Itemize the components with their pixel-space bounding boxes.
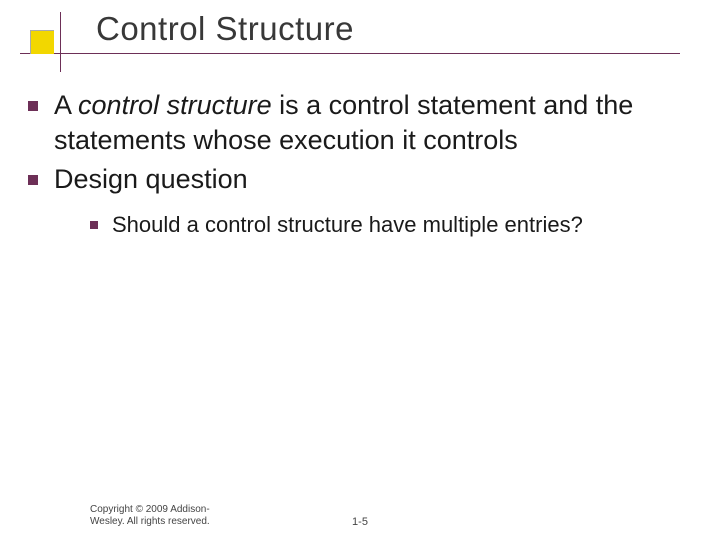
list-item-text: A control structure is a control stateme… [54,88,700,158]
copyright: Copyright © 2009 Addison- Wesley. All ri… [0,504,260,528]
copyright-line2: Wesley. All rights reserved. [90,516,210,527]
list-item-text: Should a control structure have multiple… [112,211,583,240]
copyright-line1: Copyright © 2009 Addison- [90,504,210,515]
list-item: Should a control structure have multiple… [90,211,700,240]
vertical-rule [60,12,61,72]
text-italic: control structure [78,90,272,120]
text-prefix: A [54,90,78,120]
accent-square [30,30,54,54]
list-item: Design question [28,162,700,197]
title-area: Control Structure [0,10,720,48]
bullet-icon [28,175,38,185]
horizontal-rule [20,53,680,54]
list-item: A control structure is a control stateme… [28,88,700,158]
text-prefix: Design question [54,164,248,194]
body-content: A control structure is a control stateme… [28,88,700,240]
sublist: Should a control structure have multiple… [28,211,700,240]
bullet-icon [28,101,38,111]
page-number: 1-5 [352,516,368,528]
slide-title: Control Structure [0,10,720,48]
bullet-icon [90,221,98,229]
list-item-text: Design question [54,162,248,197]
